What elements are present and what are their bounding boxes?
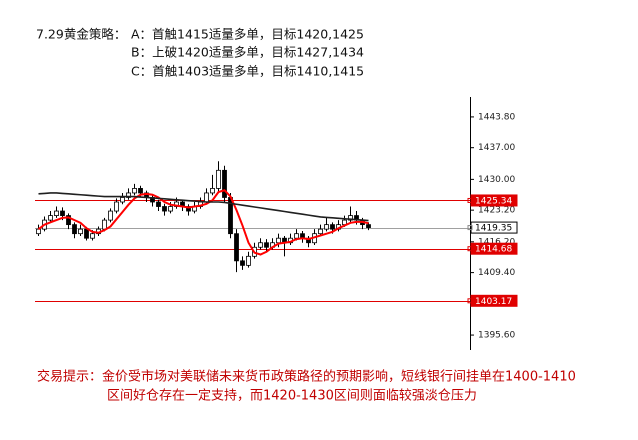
candle-body	[222, 169, 227, 198]
moving-average	[37, 189, 369, 256]
candle-body	[114, 201, 119, 212]
strategy-line: B：上破1420适量多单，目标1427,1434	[131, 45, 364, 60]
candle-body	[210, 188, 215, 194]
candle-body	[36, 228, 41, 235]
candle-body	[156, 201, 161, 207]
price-tag	[470, 242, 518, 255]
price-tag-label: 1414.68	[475, 245, 512, 255]
candle-body	[240, 260, 245, 266]
candle-body	[324, 224, 329, 230]
price-tag	[470, 194, 518, 207]
strategy-heading: 7.29黄金策略：	[36, 27, 126, 42]
candle-body	[162, 206, 167, 212]
price-marker	[467, 246, 473, 252]
y-tick-label: 1430.00	[478, 175, 515, 185]
candle-body	[102, 219, 107, 230]
price-tag-label: 1403.17	[475, 297, 512, 307]
candle-body	[54, 210, 59, 216]
candle-body	[258, 242, 263, 248]
price-tag	[470, 294, 518, 307]
price-tag	[470, 221, 518, 234]
price-marker	[467, 225, 473, 231]
candle-body	[234, 233, 239, 262]
y-tick-label: 1423.20	[478, 206, 515, 216]
y-tick-label: 1395.60	[478, 331, 515, 341]
candle-body	[318, 228, 323, 235]
candle-body	[90, 233, 95, 239]
candle-body	[108, 210, 113, 221]
candle-body	[72, 224, 77, 235]
candle-body	[168, 206, 173, 212]
candle-body	[276, 237, 281, 244]
price-marker	[467, 197, 473, 203]
candle-body	[60, 210, 65, 216]
y-tick-label: 1443.80	[478, 112, 515, 122]
candle-body	[294, 233, 299, 239]
price-tag-label: 1425.34	[475, 196, 512, 206]
strategy-line: C：首触1403适量多单，目标1410,1415	[131, 64, 364, 79]
candle-body	[264, 242, 269, 248]
y-tick-label: 1416.20	[478, 237, 515, 247]
candle-body	[120, 197, 125, 203]
strategy-line: A：首触1415适量多单，目标1420,1425	[131, 27, 364, 42]
price-marker	[467, 298, 473, 304]
candle-body	[138, 188, 143, 194]
y-tick-label: 1409.40	[478, 268, 515, 278]
y-tick-label: 1437.00	[478, 143, 515, 153]
candle-body	[126, 192, 131, 198]
candle-body	[216, 169, 221, 189]
candle-body	[204, 192, 209, 203]
moving-average	[38, 192, 369, 222]
candle-body	[66, 215, 71, 226]
note-line: 交易提示：金价受市场对美联储未来货币政策路径的预期影响，短线银行间挂单在1400…	[37, 369, 576, 385]
candle-body	[78, 228, 83, 235]
candle-body	[48, 215, 53, 221]
candle-body	[348, 215, 353, 221]
candle-body	[366, 224, 371, 228]
candle-body	[132, 188, 137, 194]
price-tag-label: 1419.35	[475, 224, 512, 234]
candle-body	[84, 228, 89, 239]
candle-body	[330, 224, 335, 230]
note-line: 区间好仓存在一定支持，而1420-1430区间则面临较强淡仓压力	[107, 389, 477, 404]
candle-body	[246, 255, 251, 266]
